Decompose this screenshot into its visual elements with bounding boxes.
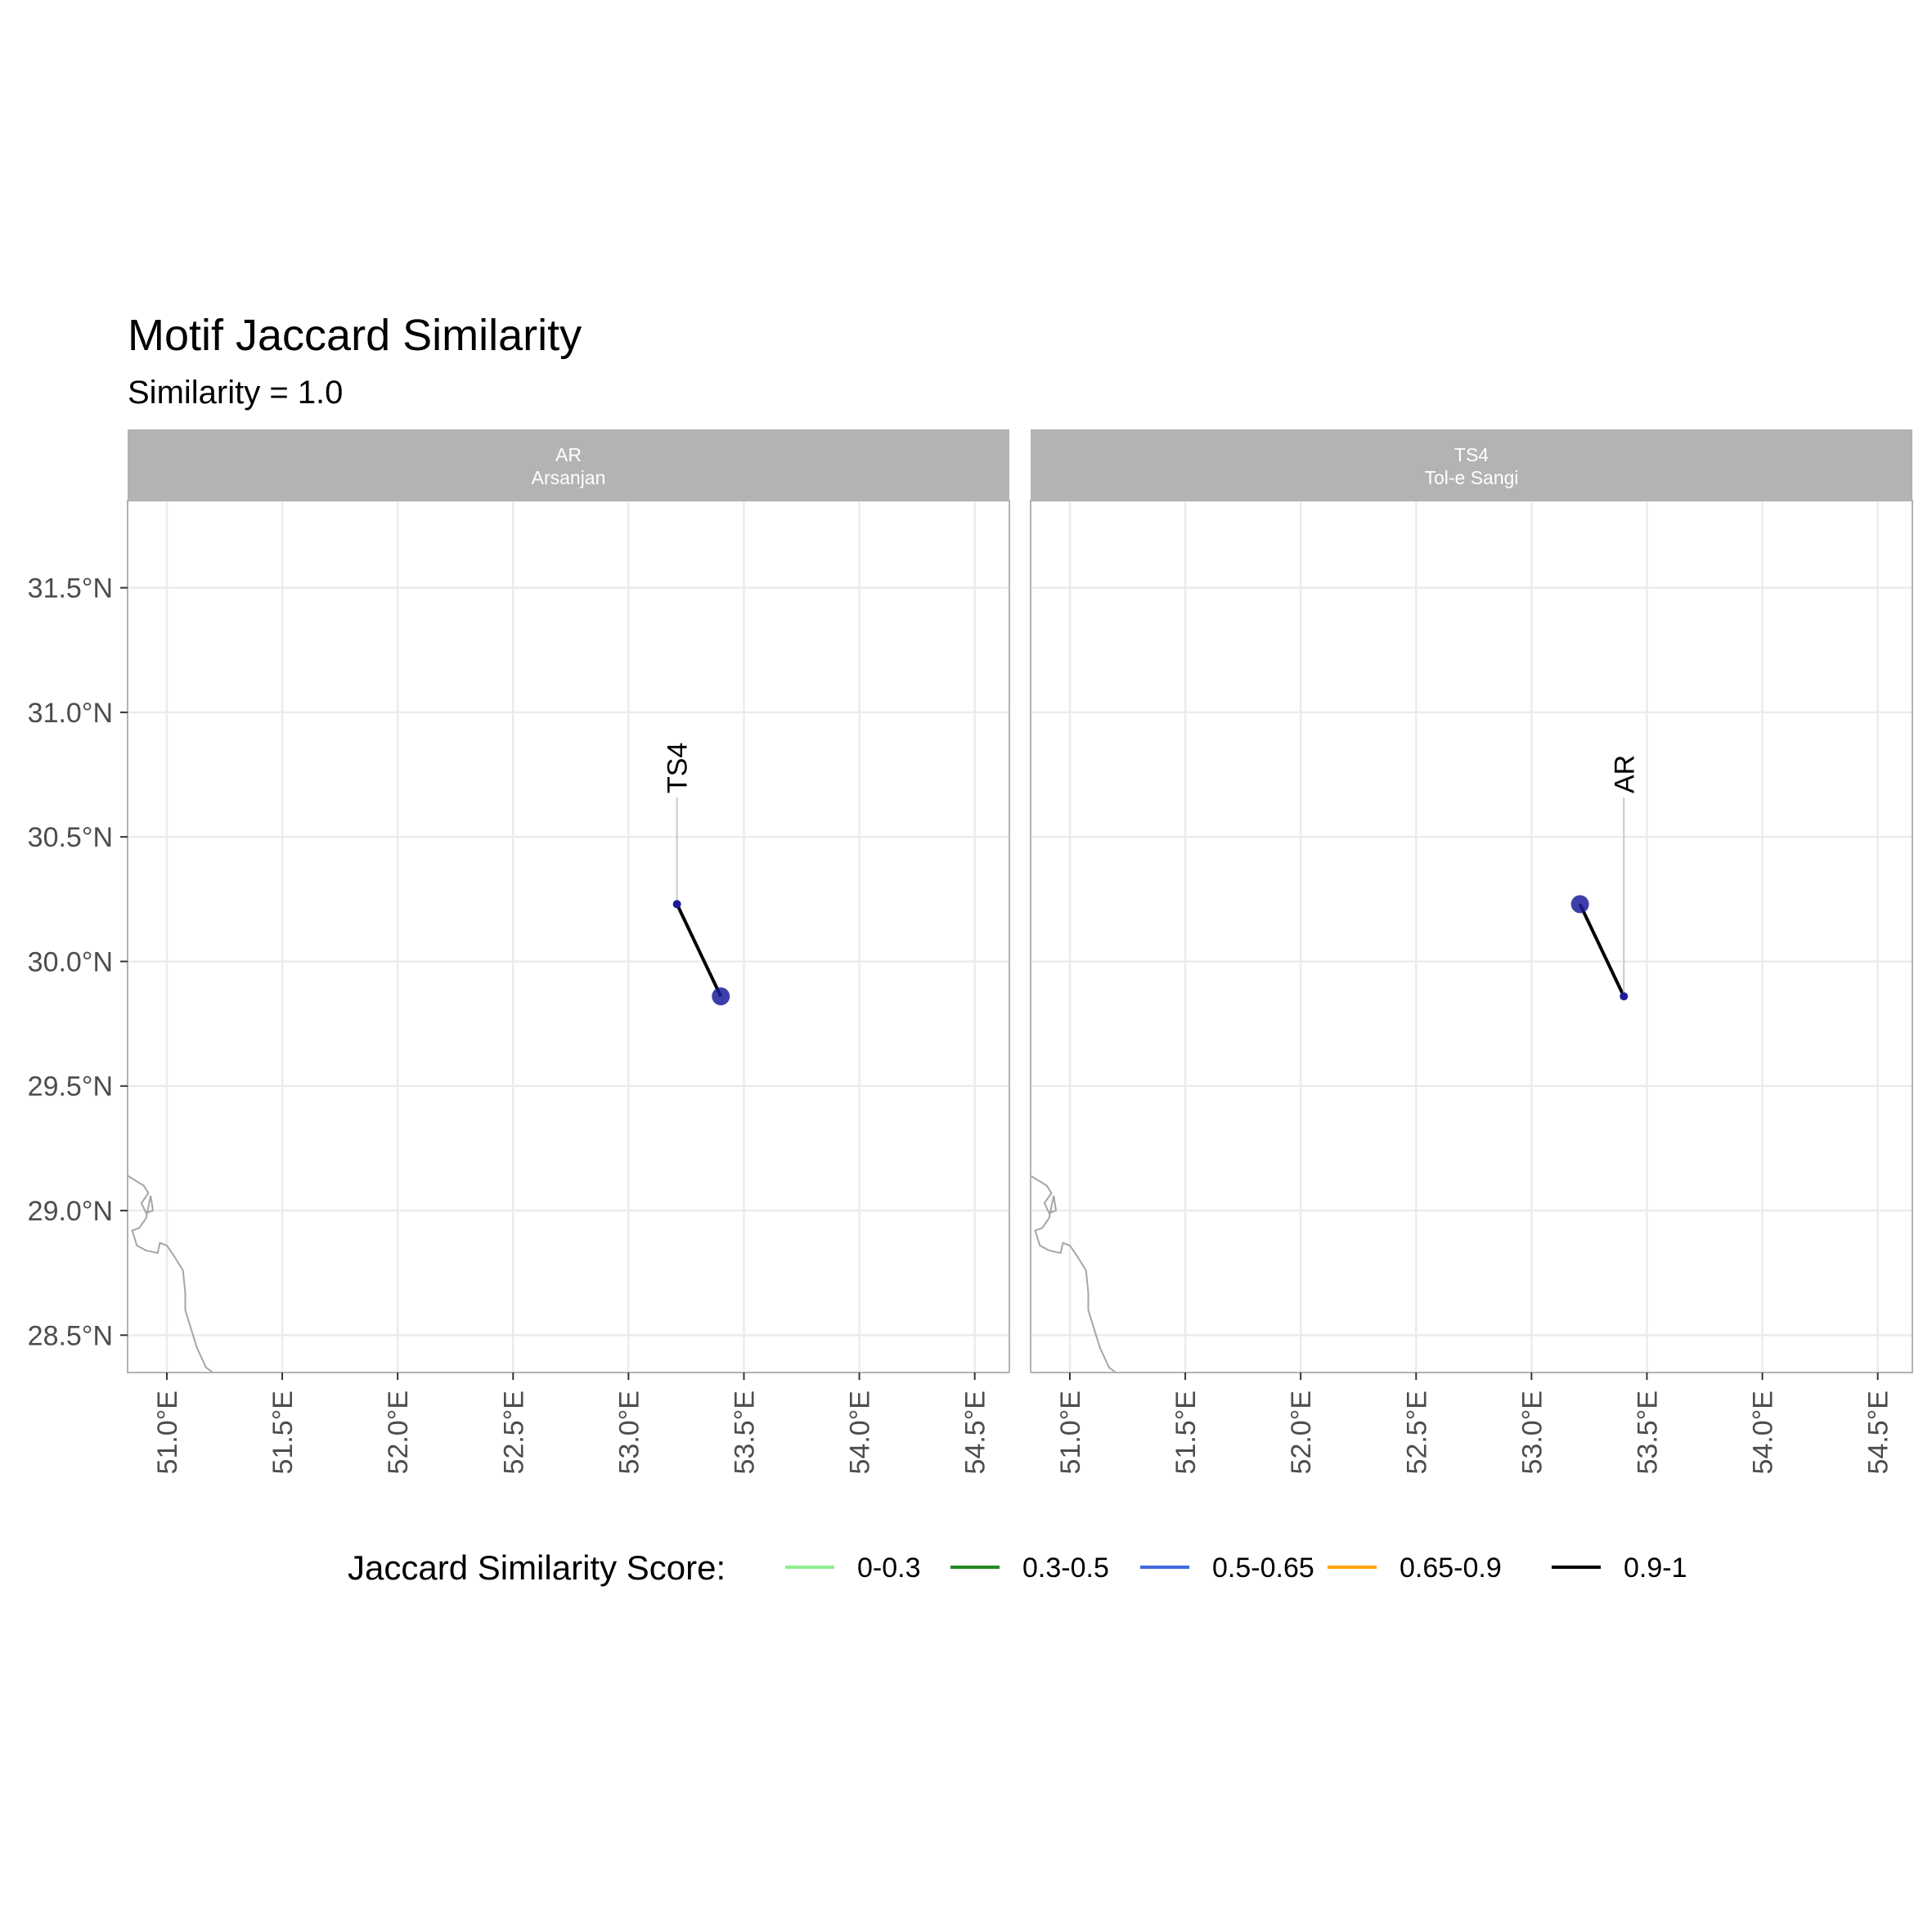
legend-label: 0.9-1 <box>1624 1552 1687 1584</box>
x-tick-label: 52.5°E <box>1401 1391 1432 1474</box>
x-tick-label: 52.5°E <box>498 1391 529 1474</box>
plot-background <box>128 501 1009 1373</box>
legend: Jaccard Similarity Score: 0-0.3 0.3-0.5 0.5… <box>348 1548 1687 1587</box>
strip-site-name: Tol-e Sangi <box>1424 467 1518 488</box>
y-tick-label: 31.0°N <box>28 698 113 729</box>
x-tick-label: 53.0°E <box>1516 1391 1548 1474</box>
x-tick-label: 52.0°E <box>383 1391 414 1474</box>
facet-strip <box>1031 429 1912 501</box>
chart-subtitle: Similarity = 1.0 <box>128 375 343 411</box>
x-tick-label: 52.0°E <box>1286 1391 1317 1474</box>
x-tick-label: 53.5°E <box>729 1391 760 1474</box>
x-tick-label: 54.5°E <box>960 1391 991 1474</box>
coastline <box>1030 1175 1117 1373</box>
y-tick-label: 31.5°N <box>28 573 113 604</box>
x-tick-label: 53.5°E <box>1632 1391 1663 1474</box>
panel-border <box>1030 500 1913 1373</box>
site-label: TS4 <box>663 743 694 793</box>
facet-strip <box>128 429 1009 501</box>
legend-label: 0-0.3 <box>857 1552 921 1584</box>
similarity-link <box>675 903 723 997</box>
focus-site-point <box>712 987 730 1006</box>
legend-title: Jaccard Similarity Score: <box>348 1548 726 1587</box>
linked-site-point <box>672 900 681 909</box>
similarity-link <box>1578 903 1626 997</box>
plot-background <box>1031 501 1912 1373</box>
focus-site-point <box>1570 895 1589 914</box>
y-tick-label: 29.5°N <box>28 1072 113 1103</box>
legend-label: 0.5-0.65 <box>1212 1552 1314 1584</box>
strip-site-name: Arsanjan <box>532 467 606 488</box>
site-label: AR <box>1609 755 1640 793</box>
y-tick-label: 28.5°N <box>28 1320 113 1351</box>
x-tick-label: 53.0°E <box>613 1391 645 1474</box>
linked-site-point <box>1620 992 1629 1001</box>
x-tick-label: 54.0°E <box>1748 1391 1779 1474</box>
y-tick-label: 29.0°N <box>28 1196 113 1227</box>
x-tick-label: 54.0°E <box>845 1391 876 1474</box>
legend-label: 0.3-0.5 <box>1022 1552 1109 1584</box>
coastline <box>127 1175 213 1373</box>
x-tick-label: 51.5°E <box>1170 1391 1202 1474</box>
x-tick-label: 51.0°E <box>152 1391 183 1474</box>
strip-code: AR <box>555 444 582 465</box>
y-tick-label: 30.0°N <box>28 946 113 977</box>
strip-code: TS4 <box>1454 444 1489 465</box>
x-tick-label: 51.5°E <box>267 1391 299 1474</box>
legend-label: 0.65-0.9 <box>1400 1552 1502 1584</box>
x-tick-label: 51.0°E <box>1055 1391 1086 1474</box>
x-tick-label: 54.5°E <box>1863 1391 1894 1474</box>
y-tick-label: 30.5°N <box>28 822 113 853</box>
panel-border <box>127 500 1010 1373</box>
chart-title: Motif Jaccard Similarity <box>128 311 582 360</box>
